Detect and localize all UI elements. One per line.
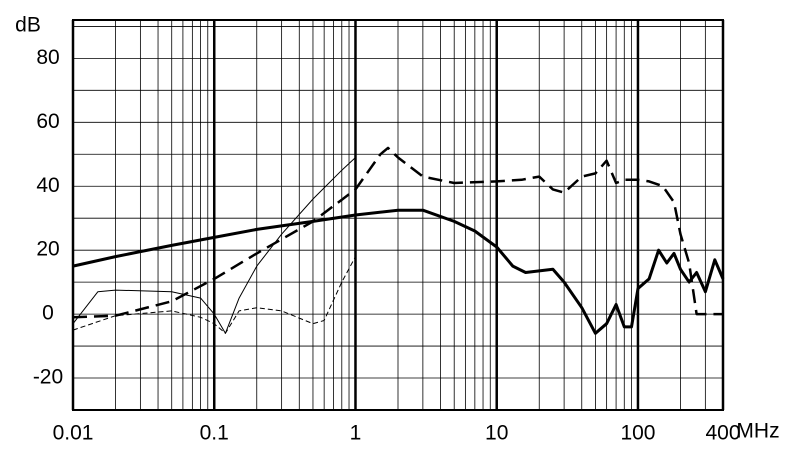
y-tick-label: 0 xyxy=(42,302,54,325)
y-tick-label: 60 xyxy=(36,110,59,133)
y-tick-label: 80 xyxy=(36,46,59,69)
y-tick-label: -20 xyxy=(33,366,63,389)
x-tick-label: 10 xyxy=(485,422,508,445)
x-tick-label: 0.01 xyxy=(53,422,94,445)
x-axis-label: MHz xyxy=(736,420,779,443)
line-series xyxy=(72,256,356,334)
x-tick-label: 0.1 xyxy=(200,422,229,445)
x-tick-label: 400 xyxy=(705,422,740,445)
y-tick-label: 40 xyxy=(36,174,59,197)
y-axis-label: dB xyxy=(15,14,41,37)
line-series xyxy=(72,208,725,335)
y-tick-label: 20 xyxy=(36,238,59,261)
x-tick-label: 1 xyxy=(350,422,362,445)
plot-frame xyxy=(72,19,724,411)
line-series xyxy=(72,146,723,319)
x-tick-label: 100 xyxy=(620,422,655,445)
